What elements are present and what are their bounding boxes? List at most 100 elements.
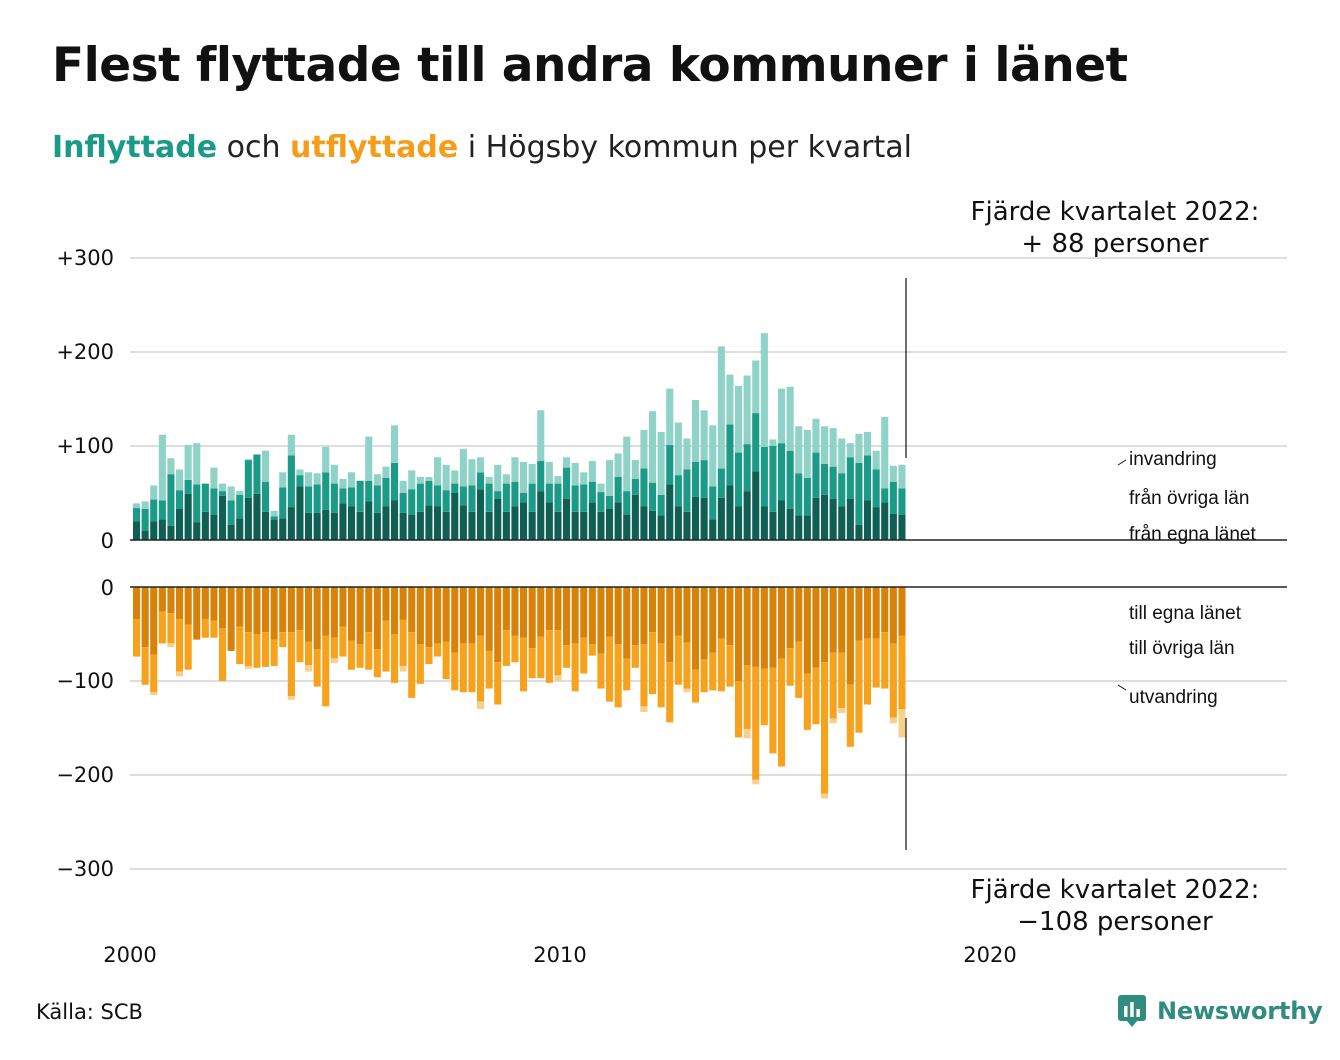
bar-out-0 — [244, 587, 252, 633]
bar-out-0 — [709, 587, 717, 653]
bar-in-0 — [752, 471, 760, 540]
bar-in-2 — [176, 469, 184, 491]
bar-in-2 — [330, 464, 338, 484]
bar-in-0 — [158, 519, 166, 540]
bar-out-1 — [606, 636, 614, 702]
bar-out-0 — [855, 587, 863, 641]
bar-in-1 — [399, 493, 407, 513]
bar-in-2 — [485, 477, 493, 484]
bar-out-1 — [864, 638, 872, 705]
bar-out-1 — [674, 635, 682, 685]
bar-in-2 — [769, 439, 777, 446]
bar-in-2 — [597, 483, 605, 493]
bar-in-1 — [502, 483, 510, 512]
bar-out-0 — [434, 587, 442, 644]
bar-in-2 — [382, 466, 390, 478]
bar-in-1 — [545, 483, 553, 503]
bar-in-0 — [468, 511, 476, 540]
bar-out-2 — [640, 706, 648, 713]
bar-in-2 — [803, 430, 811, 478]
bar-out-0 — [717, 587, 725, 639]
bar-in-1 — [614, 477, 622, 503]
bar-out-1 — [133, 618, 141, 657]
bar-out-0 — [141, 587, 149, 648]
x-tick: 2000 — [103, 943, 156, 967]
bar-in-2 — [287, 434, 295, 456]
chart-title: Flest flyttade till andra kommuner i län… — [52, 38, 1128, 93]
bar-out-1 — [253, 634, 261, 668]
bar-in-1 — [821, 463, 829, 495]
annotation-bottom-line2: −108 personer — [1017, 907, 1213, 937]
bar-in-0 — [614, 502, 622, 540]
bar-in-1 — [236, 494, 244, 519]
bar-in-1 — [597, 492, 605, 512]
bar-in-2 — [219, 483, 227, 492]
bar-in-2 — [614, 453, 622, 478]
bar-in-1 — [743, 444, 751, 492]
bar-in-2 — [184, 445, 192, 480]
bar-out-0 — [184, 587, 192, 625]
bar-in-1 — [442, 490, 450, 512]
bar-in-2 — [743, 375, 751, 445]
bar-out-1 — [219, 628, 227, 681]
bar-in-1 — [167, 474, 175, 526]
bar-in-0 — [580, 511, 588, 540]
bar-in-0 — [313, 512, 321, 540]
bar-out-2 — [176, 671, 184, 677]
bar-in-0 — [838, 506, 846, 540]
newsworthy-icon — [1118, 995, 1146, 1027]
bar-in-2 — [571, 462, 579, 486]
bar-out-1 — [872, 638, 880, 688]
bar-in-2 — [459, 448, 467, 487]
bar-out-0 — [399, 587, 407, 620]
bar-out-0 — [270, 587, 278, 640]
source-label: Källa: SCB — [36, 1000, 143, 1024]
bar-out-0 — [735, 587, 743, 681]
bar-in-0 — [253, 493, 261, 540]
bar-out-0 — [580, 587, 588, 638]
bar-in-1 — [227, 500, 235, 525]
bar-in-1 — [889, 481, 897, 514]
bar-in-0 — [864, 500, 872, 540]
bar-in-1 — [391, 462, 399, 501]
bar-in-2 — [434, 457, 442, 486]
bar-in-1 — [580, 484, 588, 512]
bar-out-0 — [769, 587, 777, 668]
bar-in-0 — [545, 502, 553, 540]
bar-out-0 — [356, 587, 364, 645]
bar-out-0 — [528, 587, 536, 649]
bar-in-1 — [494, 491, 502, 499]
bar-in-2 — [210, 467, 218, 489]
bar-in-1 — [459, 486, 467, 506]
bar-in-2 — [270, 510, 278, 517]
bar-out-0 — [176, 587, 184, 619]
bar-out-0 — [743, 587, 751, 666]
bar-out-2 — [244, 665, 252, 669]
bar-in-2 — [399, 480, 407, 493]
bar-in-1 — [803, 477, 811, 516]
bar-out-1 — [709, 652, 717, 691]
bar-in-2 — [855, 433, 863, 463]
brand-name: Newsworthy — [1157, 997, 1323, 1025]
bar-in-0 — [330, 512, 338, 540]
bar-out-0 — [821, 587, 829, 663]
bar-out-0 — [752, 587, 760, 667]
bar-in-0 — [408, 514, 416, 540]
leader-in — [1117, 459, 1127, 466]
bar-in-0 — [657, 515, 665, 540]
bar-in-1 — [382, 477, 390, 507]
bar-out-0 — [786, 587, 794, 649]
bar-in-1 — [700, 460, 708, 498]
bar-in-2 — [580, 472, 588, 485]
bar-out-0 — [511, 587, 519, 636]
bar-in-0 — [150, 521, 158, 540]
bar-in-1 — [829, 466, 837, 499]
brand-logo: Newsworthy — [1117, 994, 1323, 1028]
bar-in-1 — [339, 488, 347, 504]
bar-out-2 — [305, 665, 313, 672]
bar-out-0 — [150, 587, 158, 655]
bar-out-0 — [339, 587, 347, 627]
bar-in-2 — [373, 474, 381, 486]
bar-out-1 — [726, 645, 734, 687]
annotation-bottom-line1: Fjärde kvartalet 2022: — [970, 875, 1260, 905]
